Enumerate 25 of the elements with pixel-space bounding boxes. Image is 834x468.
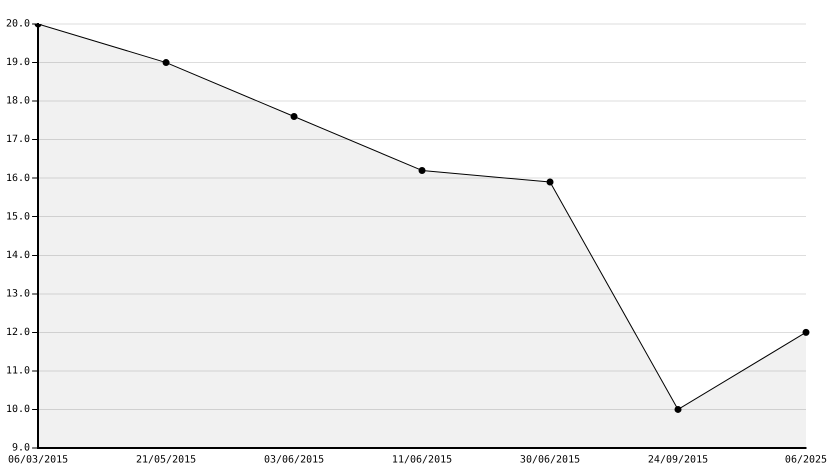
y-tick-label: 10.0 (6, 404, 30, 416)
y-tick-label: 16.0 (6, 172, 30, 184)
point (290, 113, 298, 120)
point (546, 178, 554, 186)
x-tick-label: 24/09/2015 (648, 454, 708, 466)
x-tick-label: 11/06/2015 (392, 454, 452, 466)
x-tick-label: 30/06/2015 (520, 454, 580, 466)
x-tick-label: 03/06/2015 (264, 454, 324, 466)
y-tick-label: 19.0 (6, 57, 30, 68)
point (162, 59, 170, 66)
y-tick-label: 14.0 (6, 250, 30, 261)
x-tick-label: 06/03/2015 (8, 454, 68, 466)
y-tick-label: 20.0 (6, 18, 30, 30)
point (674, 406, 682, 413)
y-tick-label: 18.0 (6, 96, 30, 107)
y-tick-label: 13.0 (6, 288, 30, 300)
x-tick-label: 06/2025 (784, 454, 828, 466)
y-tick-label: 12.0 (6, 326, 30, 338)
y-tick-label: 11.0 (6, 366, 30, 377)
y-tick-label: 9.0 (12, 442, 30, 454)
point (802, 328, 810, 336)
x-tick-label: 21/05/2015 (136, 454, 196, 466)
y-tick-label: 17.0 (6, 134, 30, 146)
y-tick-label: 15.0 (6, 211, 30, 222)
point (418, 166, 426, 174)
